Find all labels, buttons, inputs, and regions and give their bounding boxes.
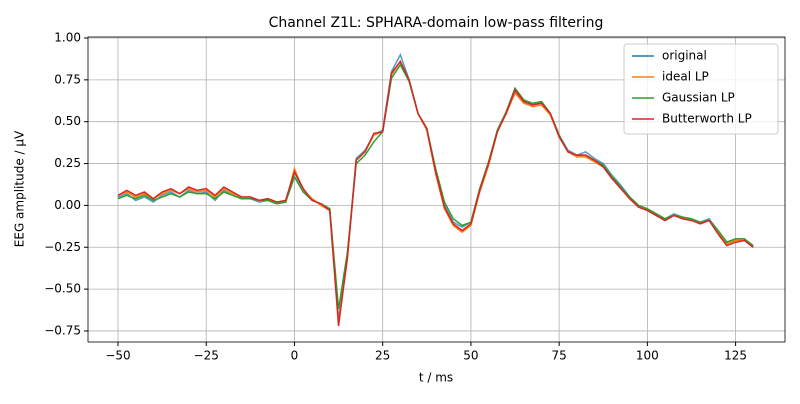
y-tick-label: 0.50 — [54, 114, 81, 128]
x-tick-label: 100 — [636, 349, 659, 363]
legend-box — [623, 43, 779, 135]
plot-frame — [87, 36, 786, 343]
y-tick-label: 1.00 — [54, 31, 81, 45]
y-tick-label: 0.25 — [54, 156, 81, 170]
y-tick-label: −0.25 — [44, 240, 81, 254]
x-axis-label: t / ms — [419, 371, 453, 385]
y-tick-label: 0.75 — [54, 72, 81, 86]
y-tick-label: 0.00 — [54, 198, 81, 212]
x-tick-label: −25 — [194, 349, 219, 363]
x-tick-label: 75 — [551, 349, 566, 363]
legend-label: Gaussian LP — [662, 91, 735, 105]
legend: original ideal LP Gaussian LP Butterworth L… — [623, 43, 779, 135]
legend-label: ideal LP — [662, 70, 709, 84]
x-tick-label: 0 — [291, 349, 299, 363]
y-tick-label: −0.50 — [44, 282, 81, 296]
x-tick-label: 50 — [463, 349, 478, 363]
y-tick-label: −0.75 — [44, 323, 81, 337]
y-axis-label: EEG amplitude / µV — [13, 130, 27, 247]
chart-title: Channel Z1L: SPHARA-domain low-pass filt… — [269, 15, 604, 31]
x-tick-label: 125 — [724, 349, 747, 363]
x-tick-label: −50 — [105, 349, 130, 363]
legend-label: original — [662, 49, 707, 63]
series-line — [117, 60, 754, 327]
legend-label: Butterworth LP — [662, 112, 752, 126]
x-tick-label: 25 — [375, 349, 390, 363]
